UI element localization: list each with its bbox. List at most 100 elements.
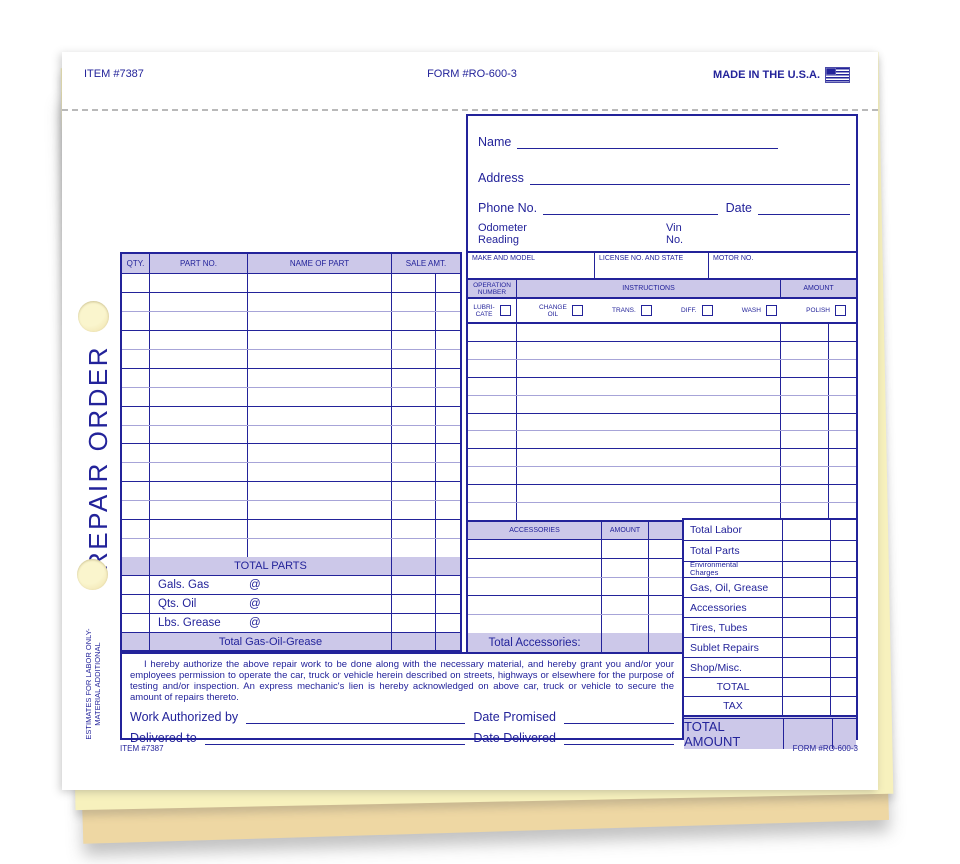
parts-qty-cell [122,311,150,330]
parts-partno-cell [150,425,248,444]
parts-cents-cell [436,293,460,311]
totals-row: TAX [684,697,856,716]
parts-cents-cell [436,312,460,330]
vin-label-line1: Vin [666,222,682,234]
operation-number-cell [468,485,517,503]
operation-amount-cell [781,503,829,520]
service-checkbox-item: POLISH [806,305,846,316]
parts-table-body [122,274,460,558]
total-parts-amount-cell [392,557,436,575]
accessories-body [468,540,682,633]
service-checkbox-label-line: CATE [475,310,493,318]
operations-grid [466,322,858,522]
fluid-at-sign: @ [249,598,261,610]
parts-amount-cell [392,387,436,406]
parts-amount-cell [392,311,436,330]
instructions-cell [517,449,781,467]
parts-amount-cell [392,330,436,349]
service-checkbox-label-line: LUBRI- [473,303,495,311]
operations-row [468,449,856,468]
parts-amount-cell [392,444,436,463]
delivered-to-line [204,731,466,745]
totals-cents-cell [831,541,856,561]
totals-amount-cell [783,638,831,657]
parts-name-cell [248,539,392,558]
parts-row [122,482,460,502]
fluid-label: Lbs. Grease [158,617,221,629]
operation-cents-cell [829,396,856,413]
totals-amount-cell [783,578,831,597]
parts-qty-cell [122,482,150,501]
parts-partno-cell [150,330,248,349]
service-checkbox-item: LUBRI- CATE [473,303,511,318]
instructions-cell [517,413,781,431]
service-checkbox-label-line: TRANS. [611,307,636,314]
operation-amount-cell [781,377,829,395]
totals-cents-cell [831,618,856,637]
phone-label: Phone No. [478,201,538,215]
operation-number-cell [468,324,517,341]
totals-cents-cell [831,562,856,577]
parts-partno-cell [150,520,248,539]
parts-name-cell [248,368,392,387]
parts-cents-cell [436,388,460,406]
phone-line [543,200,718,215]
operation-amount-cell [781,413,829,431]
parts-row [122,387,460,407]
parts-amount-cell [392,349,436,368]
totals-row-label-line: TAX [723,700,743,712]
operation-cents-cell [829,414,856,431]
repair-order-form: ITEM #7387 FORM #RO-600-3 MADE IN THE U.… [62,52,878,790]
parts-row [122,539,460,558]
service-checkbox-label-line: CHANGE [539,303,567,311]
customer-info-box: Name Address Phone No. Date Odometer Rea… [466,114,858,253]
date-label: Date [725,201,752,215]
operation-number-cell [468,503,517,520]
totals-row-label: Shop/Misc. [684,658,783,677]
parts-qty-cell [122,406,150,425]
address-line [529,170,850,185]
odometer-label-line1: Odometer [478,222,527,234]
accessories-row [468,540,682,559]
totals-row: Environmental Charges [684,561,856,578]
parts-partno-cell [150,501,248,520]
totals-row-label-line2: Charges [690,569,734,578]
parts-amount-cell [392,539,436,558]
parts-partno-cell [150,406,248,425]
totals-amount-cell [783,541,831,561]
operation-number-cell [468,413,517,431]
totals-row-label: Environmental Charges [684,561,783,578]
totals-row-label-line: Accessories [690,601,747,614]
checkbox-icon [765,305,777,316]
operations-row [468,503,856,520]
totals-row: Gas, Oil, Grease [684,578,856,598]
parts-partno-cell [150,387,248,406]
checkbox-icon [499,305,511,316]
operation-number-cell [468,395,517,413]
accessory-name-cell [468,540,602,558]
operation-amount-cell [781,341,829,359]
parts-cents-cell [436,444,460,462]
fluid-cents-cell [436,595,460,613]
parts-cents-cell [436,520,460,538]
vin-label: Vin No. [666,222,683,246]
parts-partno-cell [150,444,248,463]
totals-amount-cell [783,618,831,637]
operation-cents-cell [829,360,856,377]
totals-row-label-line: Gas, Oil, Grease [690,581,769,594]
work-authorized-label: Work Authorized by [130,710,239,724]
operation-cents-cell [829,467,856,484]
parts-amount-cell [392,406,436,425]
parts-qty-cell [122,539,150,558]
total-amount-label: TOTAL AMOUNT [684,719,784,749]
totals-row-label-line: Total Parts [690,545,740,557]
operation-amount-cell [781,467,829,485]
parts-qty-cell [122,330,150,349]
service-checkbox-item: DIFF. [681,305,713,316]
accessory-cents-cell [649,596,682,614]
estimates-note-line2: MATERIAL ADDITIONAL [92,642,102,726]
parts-cents-cell [436,369,460,387]
part-no-header: PART NO. [150,254,248,273]
totals-row-label-line: Tires, Tubes [690,621,748,634]
parts-amount-cell [392,368,436,387]
